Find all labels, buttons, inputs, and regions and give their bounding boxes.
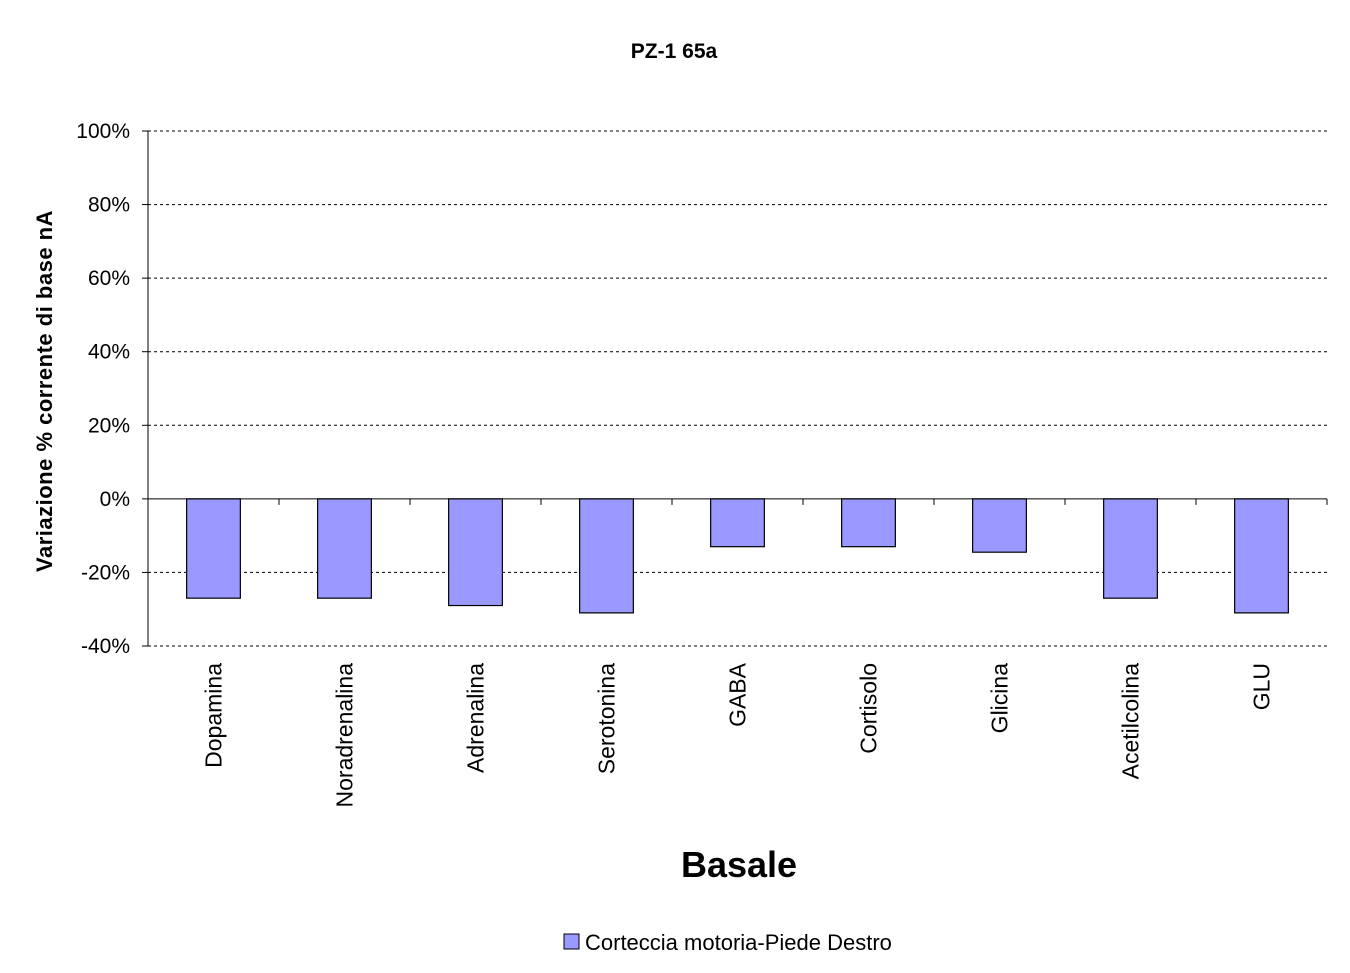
bar-cortisolo — [841, 498, 896, 548]
y-tick-label: -20% — [81, 561, 130, 584]
y-tick-label: 80% — [88, 194, 130, 217]
x-tick-label: GABA — [725, 662, 751, 727]
legend-swatch — [563, 933, 580, 950]
y-tick-label: 40% — [88, 341, 130, 364]
gridlines — [148, 130, 1327, 647]
legend: Corteccia motoria-Piede Destro — [563, 930, 892, 955]
bar-glicina — [972, 498, 1027, 553]
chart-title: PZ-1 65a — [631, 40, 718, 63]
bar-gaba — [710, 498, 765, 548]
x-tick-label: Adrenalina — [463, 663, 489, 773]
y-tick-label: 20% — [88, 414, 130, 437]
bar-adrenalina — [448, 498, 503, 607]
legend-label: Corteccia motoria-Piede Destro — [585, 930, 892, 955]
x-tick-label: Cortisolo — [856, 663, 882, 754]
y-tick-label: 100% — [76, 120, 130, 143]
x-tick-label: GLU — [1249, 663, 1275, 710]
y-tick-labels: 100% 80% 60% 40% 20% 0% -20% -40% — [76, 120, 148, 658]
y-axis-label: Variazione % corrente di base nA — [32, 210, 57, 572]
x-tick-label: Dopamina — [201, 663, 227, 768]
x-tick-label: Glicina — [987, 663, 1013, 734]
bar-glu — [1234, 498, 1289, 614]
x-axis-label: Basale — [681, 844, 797, 885]
y-tick-label: 0% — [100, 488, 130, 511]
y-tick-label: 60% — [88, 267, 130, 290]
x-tick-label: Serotonina — [594, 663, 620, 774]
y-tick-label: -40% — [81, 635, 130, 658]
bar-dopamina — [186, 498, 241, 599]
x-tick-label: Noradrenalina — [332, 663, 358, 808]
bar-serotonina — [579, 498, 634, 614]
x-tick-labels: Dopamina Noradrenalina Adrenalina Serotonin… — [201, 662, 1275, 807]
bar-acetilcolina — [1103, 498, 1158, 599]
axes — [147, 131, 1328, 646]
bar-noradrenalina — [317, 498, 372, 599]
x-tick-label: Acetilcolina — [1118, 663, 1144, 780]
bars — [186, 498, 1289, 614]
